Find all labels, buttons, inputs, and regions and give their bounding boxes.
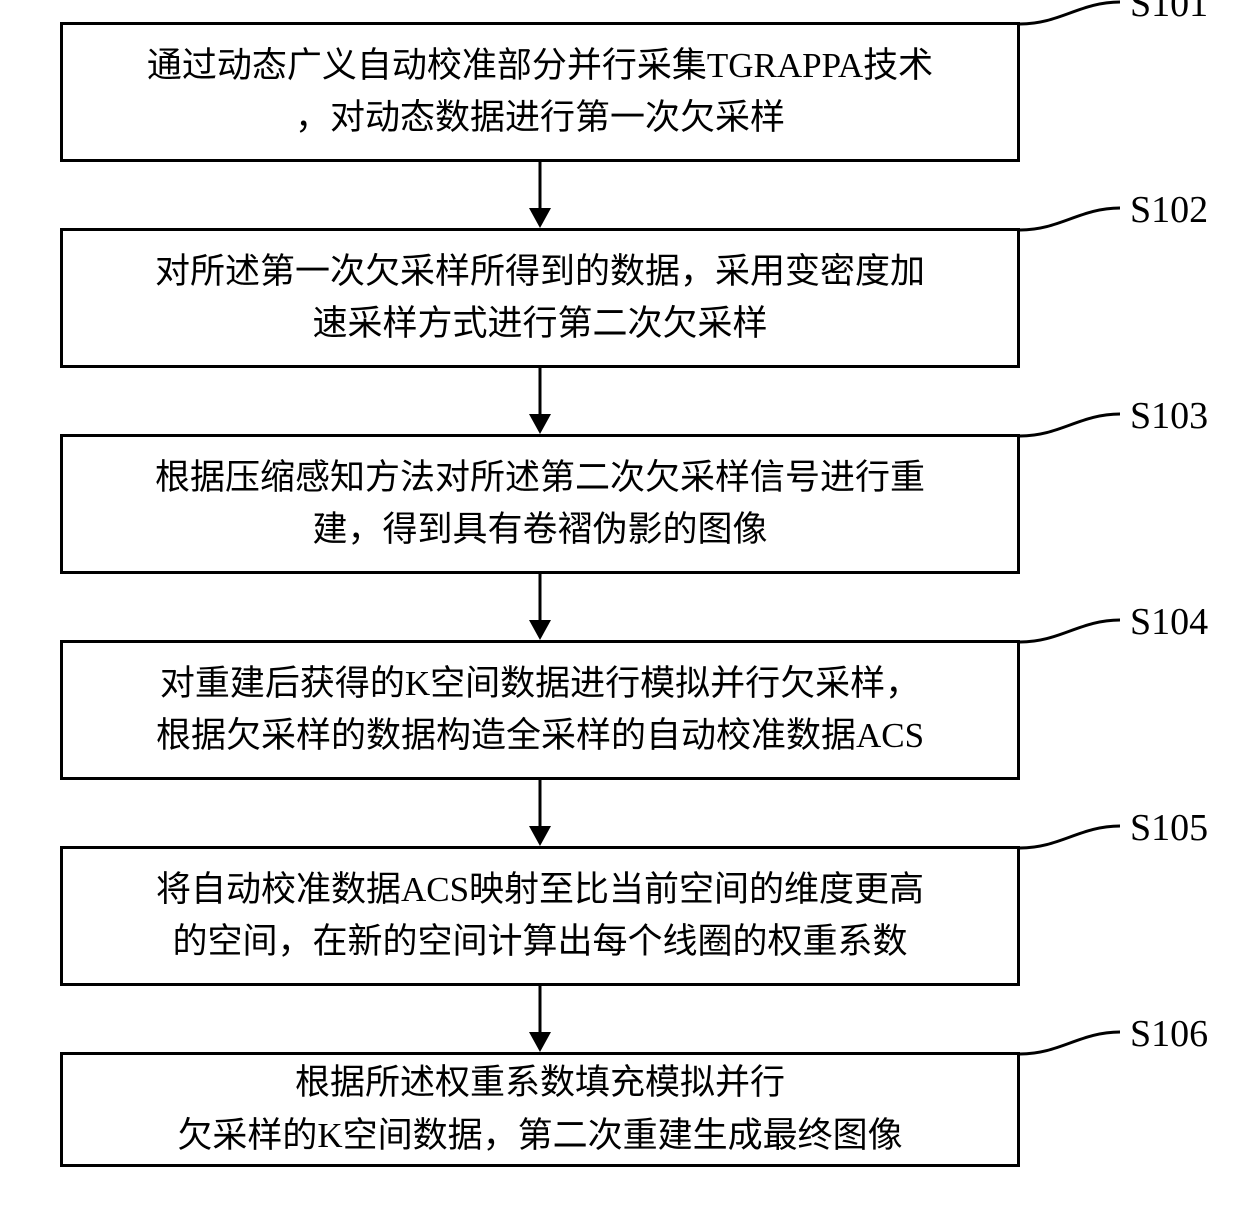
- flow-node: 将自动校准数据ACS映射至比当前空间的维度更高的空间，在新的空间计算出每个线圈的…: [60, 846, 1020, 986]
- flow-node: 根据压缩感知方法对所述第二次欠采样信号进行重建，得到具有卷褶伪影的图像: [60, 434, 1020, 574]
- arrow-head-icon: [529, 620, 551, 640]
- flow-node: 对重建后获得的K空间数据进行模拟并行欠采样，根据欠采样的数据构造全采样的自动校准…: [60, 640, 1020, 780]
- flow-arrow: [0, 986, 1240, 1052]
- flow-node: 对所述第一次欠采样所得到的数据，采用变密度加速采样方式进行第二次欠采样: [60, 228, 1020, 368]
- flow-arrow: [0, 368, 1240, 434]
- arrow-line: [539, 780, 542, 826]
- arrow-line: [539, 574, 542, 620]
- arrow-head-icon: [529, 1032, 551, 1052]
- flow-node-text: 对所述第一次欠采样所得到的数据，采用变密度加速采样方式进行第二次欠采样: [155, 246, 925, 351]
- flow-arrow: [0, 162, 1240, 228]
- step-label: S101: [1130, 0, 1208, 26]
- flow-node-text: 将自动校准数据ACS映射至比当前空间的维度更高的空间，在新的空间计算出每个线圈的…: [156, 864, 924, 969]
- arrow-line: [539, 162, 542, 208]
- arrow-line: [539, 368, 542, 414]
- flow-arrow: [0, 780, 1240, 846]
- flow-node: 根据所述权重系数填充模拟并行欠采样的K空间数据，第二次重建生成最终图像: [60, 1052, 1020, 1167]
- flowchart-canvas: 通过动态广义自动校准部分并行采集TGRAPPA技术，对动态数据进行第一次欠采样 S…: [0, 0, 1240, 1218]
- flow-node-text: 根据压缩感知方法对所述第二次欠采样信号进行重建，得到具有卷褶伪影的图像: [155, 452, 925, 557]
- flow-arrow: [0, 574, 1240, 640]
- arrow-head-icon: [529, 826, 551, 846]
- arrow-head-icon: [529, 208, 551, 228]
- flow-node-text: 根据所述权重系数填充模拟并行欠采样的K空间数据，第二次重建生成最终图像: [177, 1057, 902, 1162]
- flow-node: 通过动态广义自动校准部分并行采集TGRAPPA技术，对动态数据进行第一次欠采样: [60, 22, 1020, 162]
- leader-line: [1018, 0, 1122, 26]
- arrow-line: [539, 986, 542, 1032]
- flow-node-text: 通过动态广义自动校准部分并行采集TGRAPPA技术，对动态数据进行第一次欠采样: [147, 40, 933, 145]
- arrow-head-icon: [529, 414, 551, 434]
- flow-node-text: 对重建后获得的K空间数据进行模拟并行欠采样，根据欠采样的数据构造全采样的自动校准…: [156, 658, 924, 763]
